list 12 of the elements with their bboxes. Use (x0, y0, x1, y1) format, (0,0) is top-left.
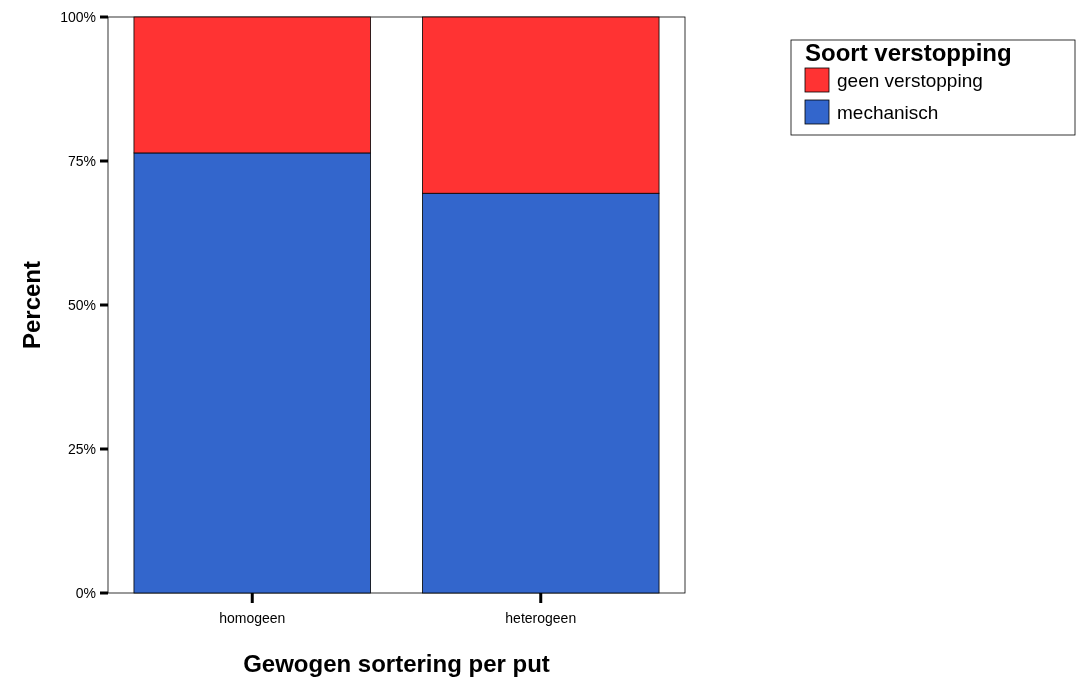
legend-title: Soort verstopping (805, 39, 1012, 66)
legend-label: mechanisch (837, 101, 939, 123)
x-tick-label: homogeen (219, 610, 286, 626)
y-axis-title: Percent (18, 260, 45, 350)
y-tick-label: 75% (67, 152, 96, 169)
y-tick-label: 50% (67, 296, 96, 313)
x-axis-title: Gewogen sortering per put (243, 650, 550, 677)
legend-label: geen verstopping (837, 69, 983, 91)
y-tick-label: 0% (75, 584, 96, 601)
y-tick-label: 25% (67, 440, 96, 457)
x-tick-label: heterogeen (505, 610, 577, 626)
y-tick-label: 100% (60, 8, 96, 25)
